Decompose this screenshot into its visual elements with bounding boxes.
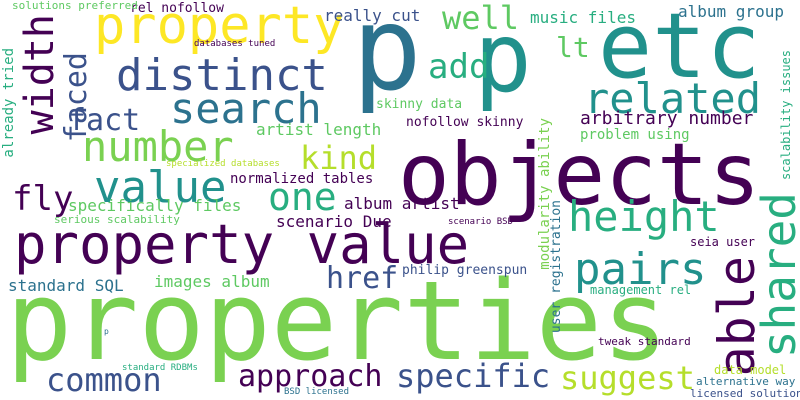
word-serious-scalability: serious scalability [54, 213, 180, 226]
word-number: number [82, 122, 234, 171]
word-distinct: distinct [116, 50, 328, 101]
word-management-rel: management rel [590, 283, 692, 297]
word-p-small: p [104, 327, 109, 336]
word-music-files: music files [530, 8, 636, 27]
word-related: related [584, 74, 762, 123]
word-height: height [568, 192, 720, 241]
word-normalized-tables: normalized tables [230, 171, 374, 187]
word-pairs: pairs [574, 244, 707, 295]
word-kind: kind [300, 139, 378, 177]
word-bsd-licensed: BSD licensed [284, 387, 350, 397]
word-scenario-bsd: scenario BSD [448, 217, 514, 227]
word-fact: fact [68, 103, 141, 138]
word-etc: etc [598, 0, 761, 99]
word-fly: fly [12, 179, 74, 219]
word-href: href [326, 261, 399, 296]
word-faced: faced [59, 52, 94, 143]
word-licensed-solutions: licensed solutions [690, 387, 800, 400]
word-property-value: property value [14, 213, 470, 276]
word-value: value [94, 162, 227, 213]
word-suggest: suggest [560, 359, 695, 397]
word-images-album: images album [154, 272, 270, 291]
word-one: one [268, 175, 337, 219]
word-property: property [94, 0, 345, 56]
word-really-cut: really cut [324, 6, 421, 25]
word-p-medium: p [474, 2, 532, 114]
word-standard-rdbms: standard RDBMs [122, 363, 198, 373]
word-problem-using: problem using [580, 127, 690, 143]
word-standard-sql: standard SQL [8, 276, 124, 295]
word-scenario-due: scenario Due [276, 212, 392, 231]
word-arbitrary-number: arbitrary number [580, 108, 754, 129]
word-album-artist: album artist [344, 194, 460, 213]
word-rel-nofollow: rel nofollow [130, 1, 224, 16]
word-add: add [428, 47, 490, 87]
word-databases-tuned: databases tuned [194, 39, 276, 49]
word-scalability-issues: scalability issues [779, 50, 793, 181]
word-seia-user: seia user [690, 235, 756, 249]
word-specifically-files: specifically files [68, 196, 242, 215]
word-lt: lt [556, 31, 590, 64]
word-search: search [170, 84, 322, 133]
word-width: width [17, 14, 63, 135]
word-artist-length: artist length [256, 120, 382, 139]
word-philip-greenspun: philip greenspun [402, 263, 528, 278]
word-approach: approach [238, 359, 383, 394]
word-well: well [442, 0, 520, 37]
word-data-model: data model [714, 363, 787, 377]
word-nofollow-skinny: nofollow skinny [406, 115, 524, 130]
word-skinny-data: skinny data [376, 97, 463, 112]
word-common: common [46, 361, 162, 399]
word-properties: properties [6, 257, 669, 385]
word-already-tried: already tried [1, 48, 17, 158]
word-album-group: album group [678, 2, 784, 21]
word-objects: objects [398, 125, 761, 225]
word-specific: specific [396, 357, 551, 395]
word-p-large: p [352, 0, 422, 117]
word-user-registration: user registration [549, 200, 564, 334]
word-tweak-standard: tweak standard [598, 335, 691, 348]
word-able: able [708, 256, 766, 377]
word-solutions-preferred: solutions preferred [12, 0, 138, 12]
word-alternative-way: alternative way [696, 375, 796, 388]
word-specialized-databases: specialized databases [166, 159, 280, 169]
